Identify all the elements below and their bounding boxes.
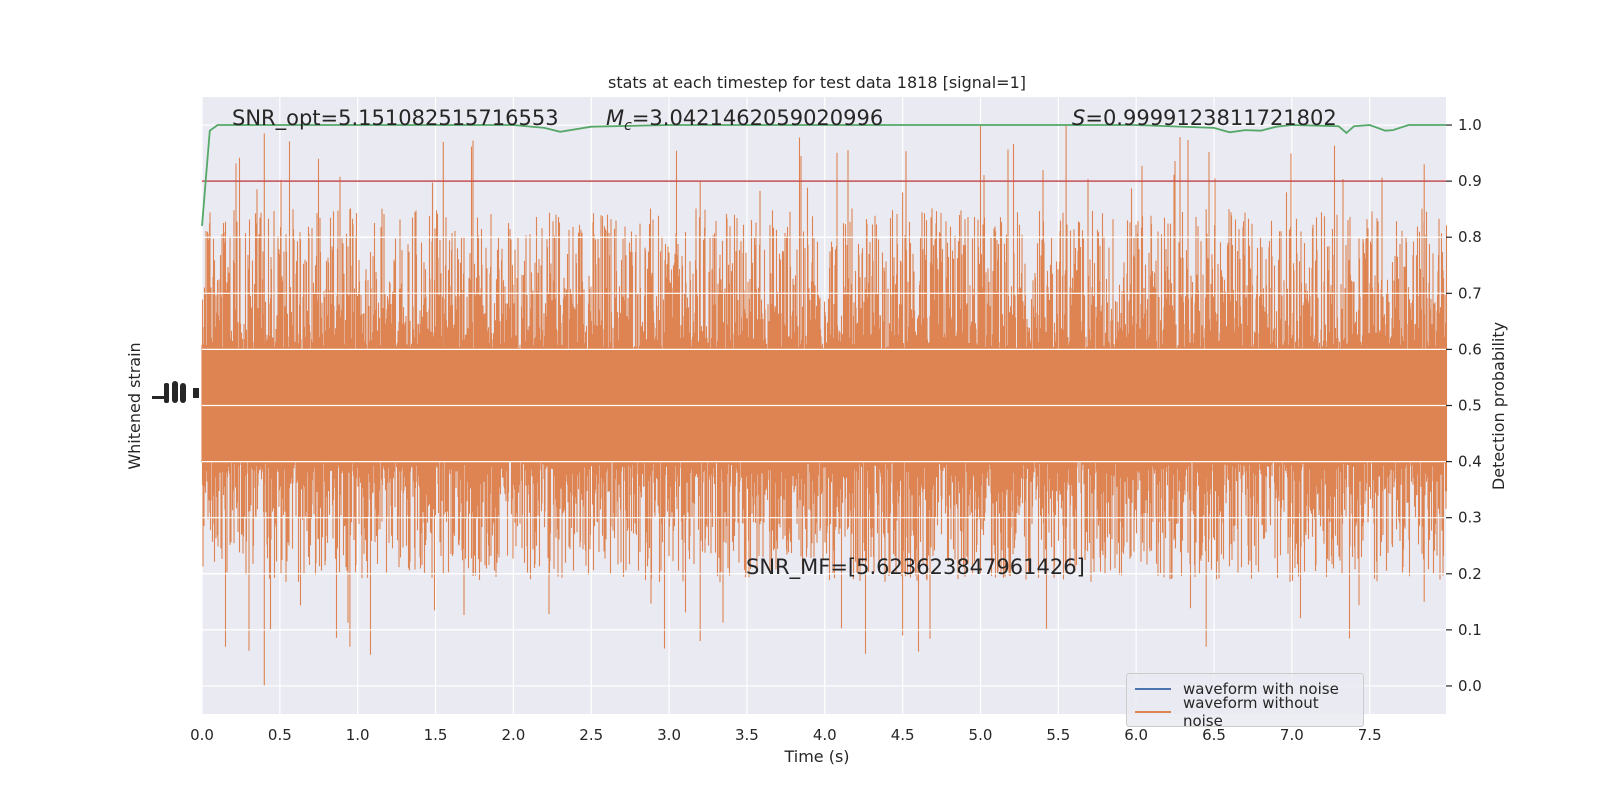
y-tick-label: 0.9 (1458, 172, 1482, 190)
x-tick-label: 7.5 (1358, 726, 1382, 744)
series-waveform-without-noise (201, 124, 1448, 687)
y-tick-label: 0.4 (1458, 453, 1482, 471)
left-axis-glyphs (152, 381, 199, 403)
annotation-s: S=0.9999123811721802 (1072, 106, 1337, 130)
legend-item: waveform with noise (1135, 679, 1339, 699)
x-tick-label: 0.5 (268, 726, 292, 744)
y-tick-label: 0.3 (1458, 509, 1482, 527)
annotation-chirp-mass: Mc=3.0421462059020996 (606, 106, 883, 134)
legend-swatch-orange (1135, 711, 1171, 713)
annotation-snr-mf: SNR_MF=[5.623623847961426] (746, 555, 1085, 580)
legend-swatch-blue (1135, 688, 1171, 690)
y-axis-right-label: Detection probability (1489, 322, 1508, 490)
y-axis-left-label: Whitened strain (125, 342, 144, 469)
legend-item: waveform without noise (1135, 694, 1363, 730)
y-axis-right: 0.0 0.1 0.2 0.3 0.4 0.5 0.6 0.7 0.8 0.9 1.0 (1446, 116, 1482, 695)
x-tick-label: 3.5 (735, 726, 759, 744)
x-tick-label: 6.0 (1124, 726, 1148, 744)
y-tick-label: 0.5 (1458, 397, 1482, 415)
x-tick-label: 4.5 (891, 726, 915, 744)
series-detection-probability (201, 124, 1446, 227)
y-tick-label: 1.0 (1458, 116, 1482, 134)
y-tick-label: 0.7 (1458, 284, 1482, 302)
y-tick-label: 0.8 (1458, 228, 1482, 246)
x-tick-label: 3.0 (657, 726, 681, 744)
x-tick-label: 0.0 (190, 726, 214, 744)
legend-label: waveform without noise (1182, 694, 1319, 730)
x-tick-label: 5.5 (1046, 726, 1070, 744)
y-tick-label: 0.6 (1458, 340, 1482, 358)
y-tick-label: 0.1 (1458, 621, 1482, 639)
y-tick-label: 0.0 (1458, 677, 1482, 695)
x-tick-label: 1.0 (346, 726, 370, 744)
x-axis: 0.0 0.5 1.0 1.5 2.0 2.5 3.0 3.5 4.0 4.5 5.0 5.5 6.0 6… (190, 726, 1382, 744)
x-tick-label: 2.0 (501, 726, 525, 744)
legend-label: waveform with noise (1183, 680, 1339, 698)
x-axis-label: Time (s) (783, 747, 849, 766)
x-tick-label: 1.5 (424, 726, 448, 744)
chart-title: stats at each timestep for test data 181… (608, 73, 1026, 92)
y-tick-label: 0.2 (1458, 565, 1482, 583)
x-tick-label: 5.0 (969, 726, 993, 744)
annotation-snr-opt: SNR_opt=5.151082515716553 (232, 106, 559, 131)
legend: waveform with noise waveform without noi… (1126, 673, 1364, 730)
x-tick-label: 7.0 (1280, 726, 1304, 744)
x-tick-label: 2.5 (579, 726, 603, 744)
x-tick-label: 4.0 (813, 726, 837, 744)
x-tick-label: 6.5 (1202, 726, 1226, 744)
